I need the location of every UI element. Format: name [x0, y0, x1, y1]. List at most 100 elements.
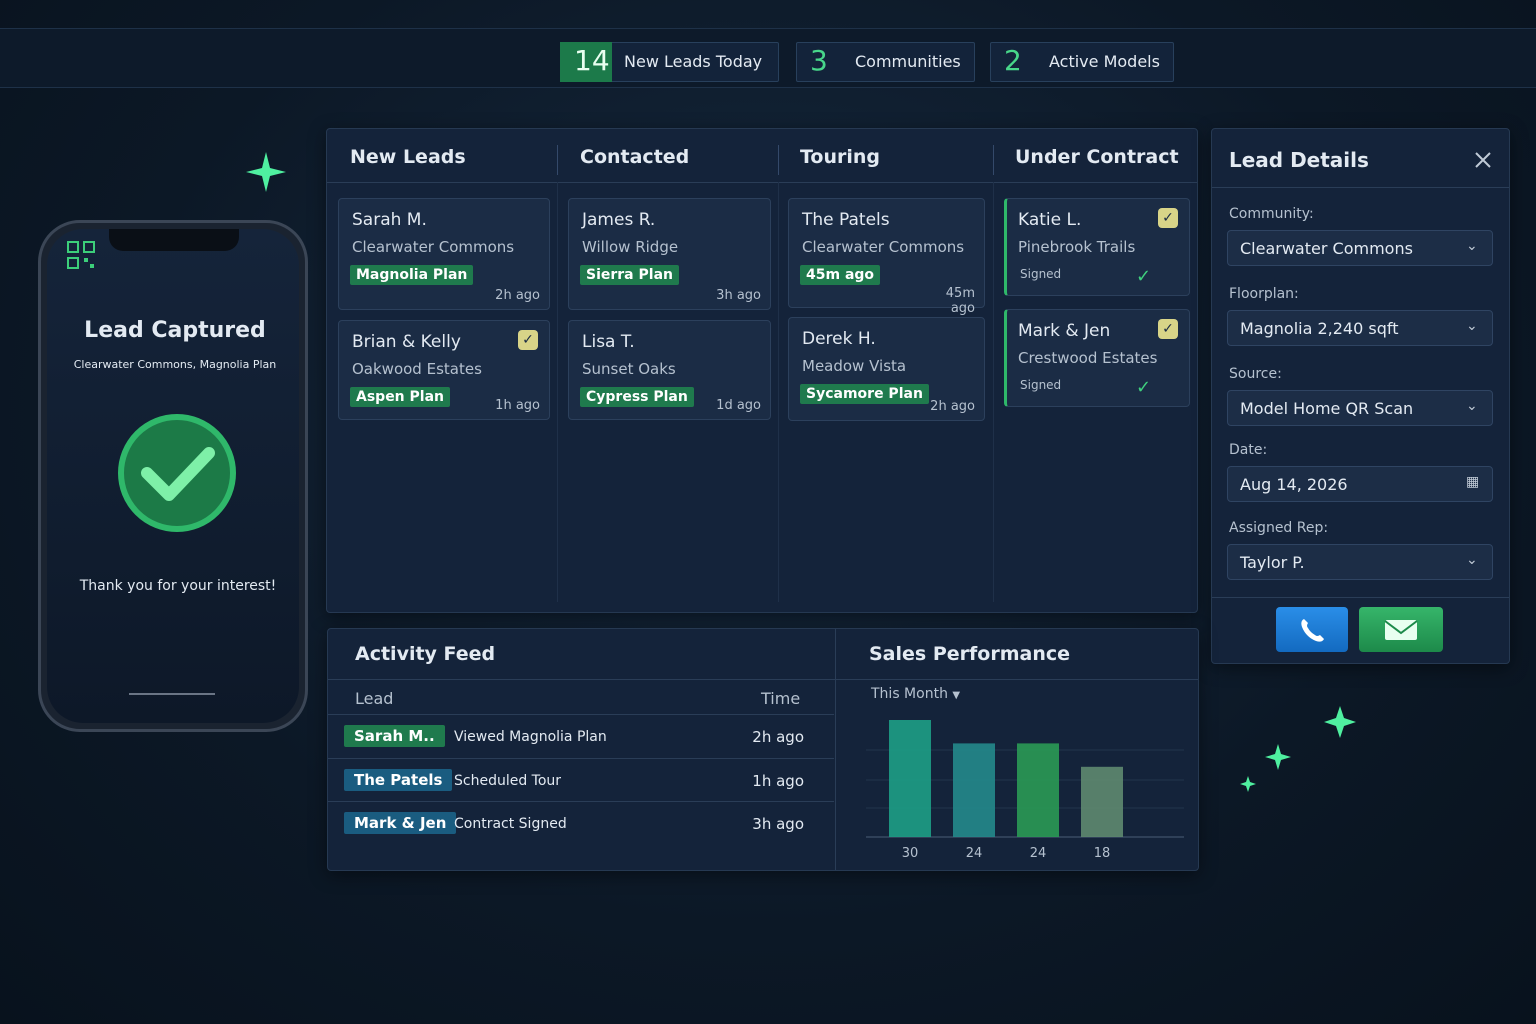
lead-name: James R. [582, 210, 656, 230]
activity-title: Activity Feed [355, 643, 496, 665]
column-divider [557, 182, 558, 602]
row-divider [328, 758, 834, 759]
phone-subtitle: Clearwater Commons, Magnolia Plan [73, 358, 277, 371]
row-divider [328, 714, 834, 715]
lead-tag: Sarah M.. [344, 725, 445, 747]
activity-action: Scheduled Tour [454, 773, 562, 789]
check-badge: ✓ [518, 330, 538, 350]
dropdown-caret: ▼ [952, 690, 961, 701]
call-button[interactable] [1276, 607, 1348, 652]
lead-name: Katie L. [1018, 210, 1082, 230]
stat-highlight [560, 42, 612, 82]
sales-chart: 30 24 24 18 [866, 720, 1184, 861]
activity-action: Contract Signed [454, 816, 567, 832]
field-label: Source: [1229, 366, 1282, 382]
lead-community: Clearwater Commons [802, 238, 965, 256]
field-label: Floorplan: [1229, 286, 1299, 302]
stat-label: New Leads Today [624, 52, 763, 71]
panel-divider [835, 629, 836, 870]
header-divider [328, 679, 1198, 680]
activity-time: 3h ago [752, 815, 804, 833]
notch [109, 229, 239, 251]
activity-time: 1h ago [752, 772, 804, 790]
bar [953, 743, 995, 837]
stat-value: 3 [810, 44, 828, 77]
lead-card[interactable] [568, 198, 771, 310]
lead-name: The Patels [802, 210, 890, 230]
bar [1017, 743, 1059, 837]
email-button[interactable] [1359, 607, 1443, 652]
period-label: This Month [871, 686, 948, 702]
column-title: Contacted [580, 146, 690, 168]
column-title: Touring [800, 146, 881, 168]
stat-value: 2 [1004, 44, 1022, 77]
lead-card[interactable] [338, 198, 550, 310]
lead-community: Sunset Oaks [582, 360, 676, 378]
plan-badge: Sycamore Plan [800, 384, 929, 404]
header-divider [327, 182, 1197, 183]
lead-name: Sarah M. [352, 210, 427, 230]
dropdown-chevron: ⌄ [1466, 398, 1478, 414]
lead-time: 2h ago [495, 288, 540, 303]
lead-status: Signed [1020, 378, 1062, 392]
mail-icon [1384, 620, 1418, 640]
table-header: Lead [355, 689, 394, 708]
field-label: Assigned Rep: [1229, 520, 1329, 536]
lead-community: Oakwood Estates [352, 360, 482, 378]
stat-label: Active Models [1049, 52, 1160, 71]
lead-time: 45m ago [945, 286, 975, 316]
lead-name: Brian & Kelly [352, 332, 461, 352]
bar-label: 24 [966, 846, 983, 861]
column-title: New Leads [350, 146, 466, 168]
column-divider [993, 182, 994, 602]
column-header-divider [557, 145, 558, 175]
field-input[interactable]: Taylor P. [1227, 544, 1493, 580]
field-input[interactable]: Aug 14, 2026 [1227, 466, 1493, 502]
signed-check: ✓ [1136, 266, 1152, 287]
lead-status: Signed [1020, 267, 1062, 281]
bar [1081, 766, 1123, 837]
details-title: Lead Details [1229, 148, 1369, 172]
field-input[interactable]: Model Home QR Scan [1227, 390, 1493, 426]
column-header-divider [993, 145, 994, 175]
lead-community: Pinebrook Trails [1018, 238, 1136, 256]
lead-community: Clearwater Commons [352, 238, 515, 256]
close-button[interactable] [1474, 151, 1492, 169]
lead-card[interactable] [788, 198, 985, 308]
field-input[interactable]: Magnolia 2,240 sqft [1227, 310, 1493, 346]
plan-badge: Sierra Plan [580, 265, 679, 285]
lead-tag: The Patels [344, 769, 453, 791]
field-label: Community: [1229, 206, 1314, 222]
field-input[interactable]: Clearwater Commons [1227, 230, 1493, 266]
row-divider [328, 801, 834, 802]
lead-time: 1d ago [716, 398, 761, 413]
plan-badge: Aspen Plan [350, 387, 450, 407]
column-header-divider [778, 145, 779, 175]
period-filter[interactable]: This Month ▼ [871, 686, 960, 702]
lead-time: 3h ago [716, 288, 761, 303]
lead-community: Meadow Vista [802, 357, 907, 375]
column-divider [778, 182, 779, 602]
stat-value: 14 [574, 44, 610, 77]
lead-name: Lisa T. [582, 332, 635, 352]
bar-label: 30 [902, 846, 919, 861]
lead-name: Mark & Jen [1018, 321, 1111, 341]
plan-badge: 45m ago [800, 265, 881, 285]
footer-divider [1212, 597, 1509, 598]
lead-name: Derek H. [802, 329, 876, 349]
stat-box [990, 42, 1174, 82]
phone-message: Thank you for your interest! [79, 578, 277, 594]
stat-box [796, 42, 975, 82]
bar [889, 720, 931, 837]
lead-tag: Mark & Jen [344, 812, 457, 834]
dropdown-chevron: ⌄ [1466, 238, 1478, 254]
dropdown-chevron: ⌄ [1466, 552, 1478, 568]
lead-time: 1h ago [495, 398, 540, 413]
sales-title: Sales Performance [869, 643, 1070, 665]
lead-community: Willow Ridge [582, 238, 679, 256]
lead-community: Crestwood Estates [1018, 349, 1158, 367]
dropdown-chevron: ⌄ [1466, 318, 1478, 334]
phone-icon [1301, 619, 1324, 642]
plan-badge: Cypress Plan [580, 387, 694, 407]
field-label: Date: [1229, 442, 1268, 458]
